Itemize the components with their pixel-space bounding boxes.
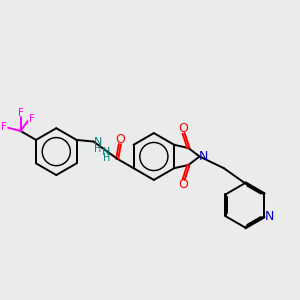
- Text: N: N: [199, 150, 208, 163]
- Text: H: H: [103, 153, 110, 163]
- Text: F: F: [18, 108, 23, 118]
- Text: F: F: [28, 114, 34, 124]
- Text: N: N: [94, 136, 102, 146]
- Text: F: F: [1, 122, 7, 132]
- Text: O: O: [115, 133, 125, 146]
- Text: N: N: [102, 147, 110, 157]
- Text: O: O: [179, 178, 188, 191]
- Text: N: N: [265, 209, 274, 223]
- Text: H: H: [94, 144, 102, 154]
- Text: O: O: [179, 122, 188, 135]
